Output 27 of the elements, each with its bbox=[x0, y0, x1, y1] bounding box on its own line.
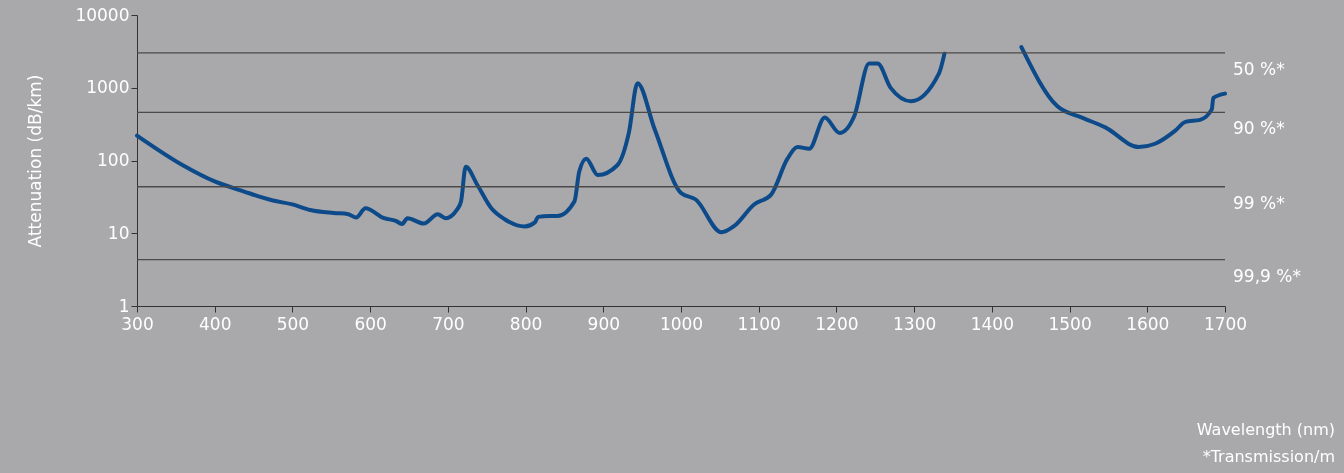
y-tick-label: 1000 bbox=[86, 77, 130, 98]
x-tick-label: 1700 bbox=[1203, 313, 1248, 334]
y-tick-label: 100 bbox=[97, 150, 130, 170]
text: 99,9 %* bbox=[1233, 265, 1301, 286]
x-tick-label: 300 bbox=[121, 313, 154, 334]
x-tick-label: 1000 bbox=[659, 313, 704, 334]
x-tick-label: 400 bbox=[198, 313, 232, 334]
text: Wavelength (nm) bbox=[1196, 420, 1335, 439]
x-tick-label: 1500 bbox=[1048, 313, 1092, 334]
x-tick-label: 600 bbox=[354, 313, 387, 334]
y-tick-label: 1 bbox=[118, 295, 130, 316]
x-tick-label: 1400 bbox=[970, 313, 1014, 334]
x-tick-label: 1200 bbox=[815, 313, 859, 334]
text: 50 %* bbox=[1233, 58, 1285, 79]
x-tick-label: 1600 bbox=[1126, 313, 1170, 334]
text: *Transmission/m bbox=[1202, 447, 1335, 466]
x-tick-label: 700 bbox=[432, 313, 465, 334]
x-tick-label: 500 bbox=[276, 313, 310, 334]
y-axis-title: Attenuation (dB/km) bbox=[25, 74, 46, 248]
x-tick-label: 1300 bbox=[893, 313, 937, 334]
x-tick-label: 800 bbox=[509, 313, 543, 334]
y-tick-label: 10 bbox=[107, 222, 130, 243]
text: 90 %* bbox=[1233, 118, 1285, 139]
text: 99 %* bbox=[1233, 192, 1285, 213]
y-tick-label: 10000 bbox=[75, 4, 130, 25]
x-tick-label: 900 bbox=[587, 313, 621, 334]
x-tick-label: 1100 bbox=[737, 313, 781, 334]
